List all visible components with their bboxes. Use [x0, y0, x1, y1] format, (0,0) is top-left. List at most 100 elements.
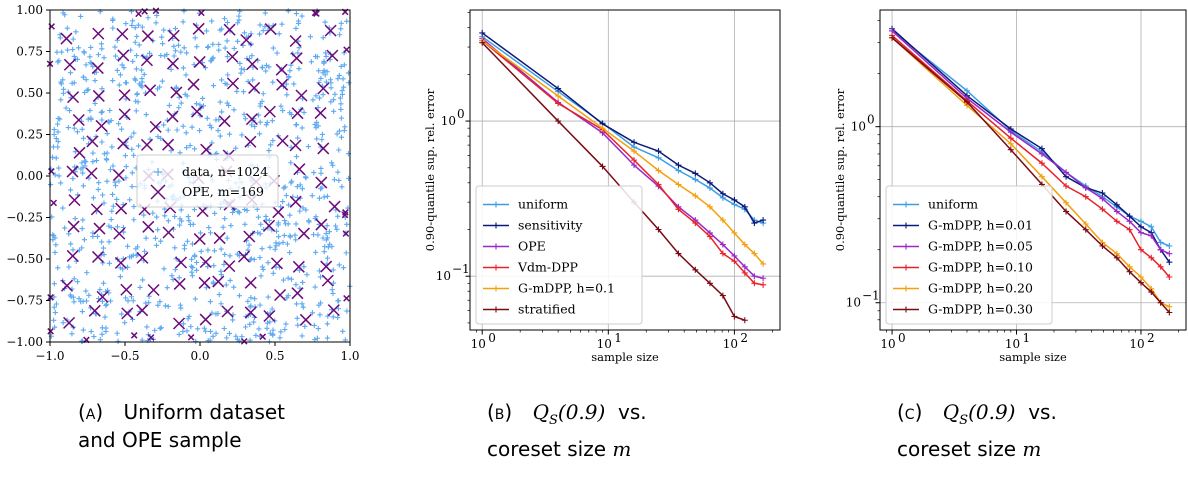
ope-point	[91, 250, 105, 263]
data-point	[313, 214, 319, 220]
data-point	[122, 320, 128, 326]
data-point	[325, 313, 331, 319]
data-point	[55, 115, 61, 122]
data-point	[137, 284, 143, 291]
ope-point	[199, 255, 212, 269]
ope-point	[162, 226, 175, 239]
data-point	[273, 243, 279, 249]
ope-point	[73, 146, 86, 159]
data-point	[196, 128, 203, 134]
data-point	[53, 135, 59, 142]
data-point	[161, 122, 167, 128]
series-point	[1166, 243, 1173, 250]
data-point	[260, 28, 266, 34]
ope-point	[166, 57, 179, 70]
data-point	[338, 20, 344, 26]
data-point	[131, 217, 137, 223]
ope-point	[120, 283, 133, 296]
data-point	[316, 195, 323, 201]
ope-point	[218, 115, 231, 128]
data-point	[335, 314, 341, 321]
data-point	[99, 325, 105, 331]
data-point	[213, 311, 219, 317]
series-point	[1157, 263, 1164, 270]
series-point	[1157, 246, 1164, 253]
data-point	[92, 77, 98, 84]
data-point	[321, 194, 327, 200]
data-point	[56, 173, 62, 179]
data-point	[267, 244, 273, 250]
series-point	[1166, 250, 1173, 257]
ope-point	[299, 313, 312, 326]
data-point	[178, 305, 184, 311]
y-tick-label: 10	[851, 120, 866, 134]
ope-point	[50, 199, 58, 207]
legend-marker	[493, 201, 499, 208]
data-point	[116, 82, 122, 88]
data-point	[216, 291, 222, 298]
data-point	[187, 142, 193, 149]
series-point	[655, 154, 662, 161]
data-point	[79, 308, 85, 315]
data-point	[71, 80, 77, 86]
data-point	[56, 58, 62, 64]
ope-point	[47, 327, 54, 335]
data-point	[263, 213, 269, 220]
data-point	[267, 330, 273, 336]
legend-marker	[493, 222, 499, 229]
data-point	[285, 275, 291, 281]
data-point	[285, 8, 291, 14]
data-point	[117, 274, 123, 280]
series-point	[692, 220, 699, 227]
x-tick-exponent: 2	[740, 331, 748, 345]
data-point	[287, 68, 293, 74]
series-point	[1126, 218, 1133, 225]
data-point	[210, 333, 216, 339]
data-point	[236, 338, 242, 344]
data-point	[323, 50, 329, 56]
data-point	[93, 157, 100, 164]
data-point	[80, 135, 87, 141]
ope-point	[223, 260, 236, 273]
ope-point	[152, 7, 160, 15]
data-point	[143, 111, 149, 118]
data-point	[294, 183, 300, 190]
ope-point	[187, 78, 200, 91]
data-point	[53, 155, 59, 161]
data-point	[193, 267, 200, 273]
series-point	[655, 148, 662, 155]
x-tick-exponent: 0	[898, 331, 906, 345]
y-tick-exponent: 0	[867, 113, 875, 127]
data-point	[252, 296, 258, 302]
data-point	[236, 17, 242, 23]
data-point	[85, 87, 91, 93]
series-point	[1113, 254, 1120, 261]
ope-point	[317, 82, 330, 95]
data-point	[233, 333, 239, 339]
data-point	[164, 285, 170, 291]
ope-point	[93, 222, 106, 235]
ope-point	[96, 290, 109, 303]
data-point	[320, 235, 326, 241]
caption-b-arg: (0.9)	[557, 400, 606, 424]
series-point	[675, 206, 682, 213]
data-point	[129, 170, 135, 176]
data-point	[262, 23, 268, 30]
series-point	[655, 181, 662, 188]
ope-point	[327, 304, 340, 317]
data-point	[68, 241, 74, 247]
data-point	[299, 301, 305, 307]
legend-marker	[903, 285, 909, 292]
y-tick-exponent: 0	[457, 107, 465, 121]
data-point	[165, 127, 171, 133]
data-point	[114, 67, 120, 74]
data-point	[134, 91, 140, 98]
data-point	[305, 143, 311, 150]
ope-point	[276, 134, 289, 147]
data-point	[263, 68, 269, 74]
data-point	[184, 328, 190, 334]
data-point	[171, 53, 177, 59]
series-point	[706, 185, 713, 192]
series-point	[1038, 160, 1045, 167]
caption-a-tag: (a)	[78, 400, 104, 424]
